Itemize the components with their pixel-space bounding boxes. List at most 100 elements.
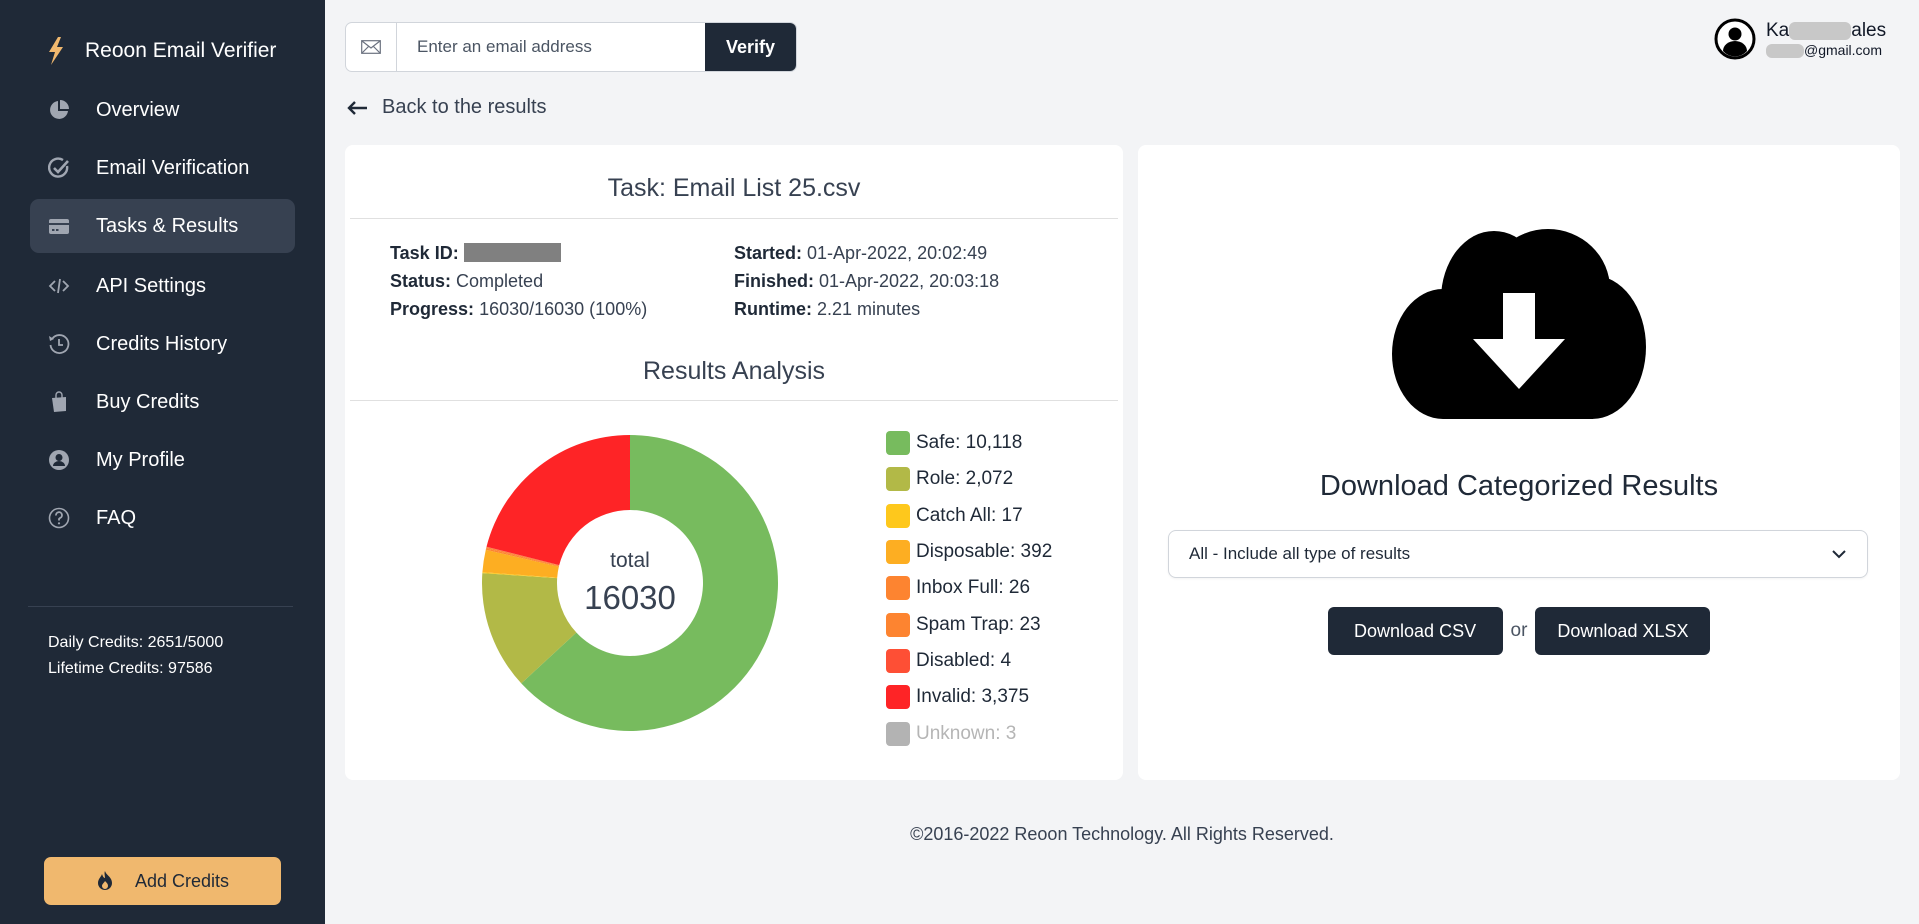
sidebar-item-label: FAQ — [96, 506, 137, 529]
credits-summary: Daily Credits: 2651/5000 Lifetime Credit… — [48, 630, 223, 682]
legend-item-disabled[interactable]: Disabled: 4 — [886, 643, 1052, 679]
sidebar-item-label: Tasks & Results — [96, 214, 239, 237]
email-input[interactable] — [397, 23, 705, 71]
donut-slice-disposable[interactable] — [482, 549, 559, 578]
history-icon — [46, 331, 72, 357]
donut-slice-spam-trap[interactable] — [486, 546, 560, 566]
legend-swatch — [886, 685, 910, 710]
redacted-name — [1789, 21, 1852, 40]
donut-slice-catch-all[interactable] — [482, 572, 558, 579]
task-runtime: Runtime: 2.21 minutes — [734, 299, 921, 319]
footer-copyright: ©2016-2022 Reoon Technology. All Rights … — [910, 824, 1334, 844]
sidebar-divider — [28, 606, 293, 607]
legend-swatch — [886, 576, 910, 601]
task-details-card: Task: Email List 25.csv Task ID: Status:… — [345, 145, 1123, 780]
legend-item-inbox-full[interactable]: Inbox Full: 26 — [886, 570, 1052, 606]
sidebar-item-label: Credits History — [96, 332, 228, 355]
or-separator: or — [1510, 620, 1528, 641]
sidebar-item-buy-credits[interactable]: Buy Credits — [30, 375, 295, 429]
donut-slice-role[interactable] — [482, 573, 577, 684]
legend-swatch — [886, 540, 910, 565]
legend-swatch — [886, 721, 910, 746]
legend-item-unknown[interactable]: Unknown: 3 — [886, 715, 1052, 751]
user-name: Ka ales — [1766, 19, 1887, 41]
legend-item-catch-all[interactable]: Catch All: 17 — [886, 498, 1052, 534]
verify-button[interactable]: Verify — [705, 23, 796, 71]
user-avatar-icon — [1714, 18, 1756, 60]
download-title: Download Categorized Results — [1319, 470, 1719, 502]
daily-credits: Daily Credits: 2651/5000 — [48, 634, 224, 651]
envelope-icon — [346, 23, 397, 71]
legend-swatch — [886, 612, 910, 637]
sidebar-item-label: My Profile — [96, 448, 185, 471]
user-circle-icon — [46, 447, 72, 473]
question-circle-icon — [46, 505, 72, 531]
results-donut-chart[interactable] — [482, 435, 778, 731]
cloud-download-icon — [1392, 229, 1646, 419]
sidebar-item-label: Email Verification — [96, 156, 250, 179]
sidebar-item-api-settings[interactable]: API Settings — [30, 259, 295, 313]
legend-item-spam-trap[interactable]: Spam Trap: 23 — [886, 606, 1052, 642]
redacted-email — [1766, 44, 1804, 59]
download-card: Download Categorized Results All - Inclu… — [1138, 145, 1900, 780]
task-info-left: Task ID: Status: Completed Progress: 160… — [390, 239, 647, 323]
donut-slice-invalid[interactable] — [486, 435, 630, 566]
add-credits-button[interactable]: Add Credits — [44, 857, 281, 905]
legend-item-safe[interactable]: Safe: 10,118 — [886, 425, 1052, 461]
result-type-select[interactable]: All - Include all type of results — [1168, 530, 1868, 578]
legend-item-disposable[interactable]: Disposable: 392 — [886, 534, 1052, 570]
add-credits-label: Add Credits — [134, 870, 230, 891]
user-profile[interactable]: Ka ales @gmail.com — [1714, 18, 1886, 60]
back-to-results-link[interactable]: Back to the results — [346, 96, 547, 119]
redacted-task-id — [463, 243, 561, 262]
sidebar-item-credits-history[interactable]: Credits History — [30, 317, 295, 371]
shopping-bag-icon — [46, 389, 72, 415]
legend-swatch — [886, 431, 910, 456]
fire-icon — [97, 871, 112, 890]
results-analysis-title: Results Analysis — [642, 357, 826, 385]
chart-legend: Safe: 10,118 Role: 2,072 Catch All: 17 D… — [886, 425, 1052, 752]
task-started: Started: 01-Apr-2022, 20:02:49 — [734, 243, 988, 263]
lifetime-credits: Lifetime Credits: 97586 — [48, 660, 213, 677]
legend-item-role[interactable]: Role: 2,072 — [886, 461, 1052, 497]
donut-slice-safe[interactable] — [521, 435, 778, 731]
pie-chart-icon — [46, 97, 72, 123]
legend-item-invalid[interactable]: Invalid: 3,375 — [886, 679, 1052, 715]
donut-slice-disabled[interactable] — [486, 546, 560, 566]
sidebar-item-label: Overview — [96, 98, 180, 121]
brand[interactable]: Reoon Email Verifier — [47, 36, 276, 66]
sidebar-item-tasks-results[interactable]: Tasks & Results — [30, 199, 295, 253]
check-circle-icon — [46, 155, 72, 181]
chevron-down-icon — [1832, 550, 1846, 559]
task-id: Task ID: — [390, 239, 647, 267]
code-icon — [46, 273, 72, 299]
sidebar-item-faq[interactable]: FAQ — [30, 491, 295, 545]
legend-swatch — [886, 467, 910, 492]
sidebar-item-label: Buy Credits — [96, 390, 200, 413]
sidebar: Reoon Email Verifier Overview Email Veri… — [0, 0, 325, 924]
sidebar-item-my-profile[interactable]: My Profile — [30, 433, 295, 487]
select-value: All - Include all type of results — [1189, 544, 1411, 563]
divider — [350, 400, 1118, 401]
donut-slice-inbox-full[interactable] — [485, 548, 560, 567]
download-xlsx-button[interactable]: Download XLSX — [1535, 607, 1711, 655]
lightning-bolt-icon — [49, 37, 63, 65]
sidebar-item-overview[interactable]: Overview — [30, 83, 295, 137]
divider — [350, 218, 1118, 219]
download-csv-button[interactable]: Download CSV — [1327, 607, 1503, 655]
task-finished: Finished: 01-Apr-2022, 20:03:18 — [734, 271, 1000, 291]
download-buttons: Download CSV or Download XLSX — [1138, 607, 1900, 655]
sidebar-item-label: API Settings — [96, 274, 207, 297]
task-progress: Progress: 16030/16030 (100%) — [390, 299, 648, 319]
sidebar-item-email-verification[interactable]: Email Verification — [30, 141, 295, 195]
user-email: @gmail.com — [1766, 42, 1886, 59]
task-title: Task: Email List 25.csv — [607, 174, 861, 202]
credit-card-icon — [46, 213, 72, 239]
legend-swatch — [886, 503, 910, 528]
arrow-left-icon — [347, 100, 367, 115]
task-info-right: Started: 01-Apr-2022, 20:02:49 Finished:… — [734, 239, 999, 323]
task-status: Status: Completed — [390, 271, 544, 291]
email-verify-form: Verify — [345, 22, 797, 72]
legend-swatch — [886, 648, 910, 673]
brand-name: Reoon Email Verifier — [85, 39, 277, 62]
